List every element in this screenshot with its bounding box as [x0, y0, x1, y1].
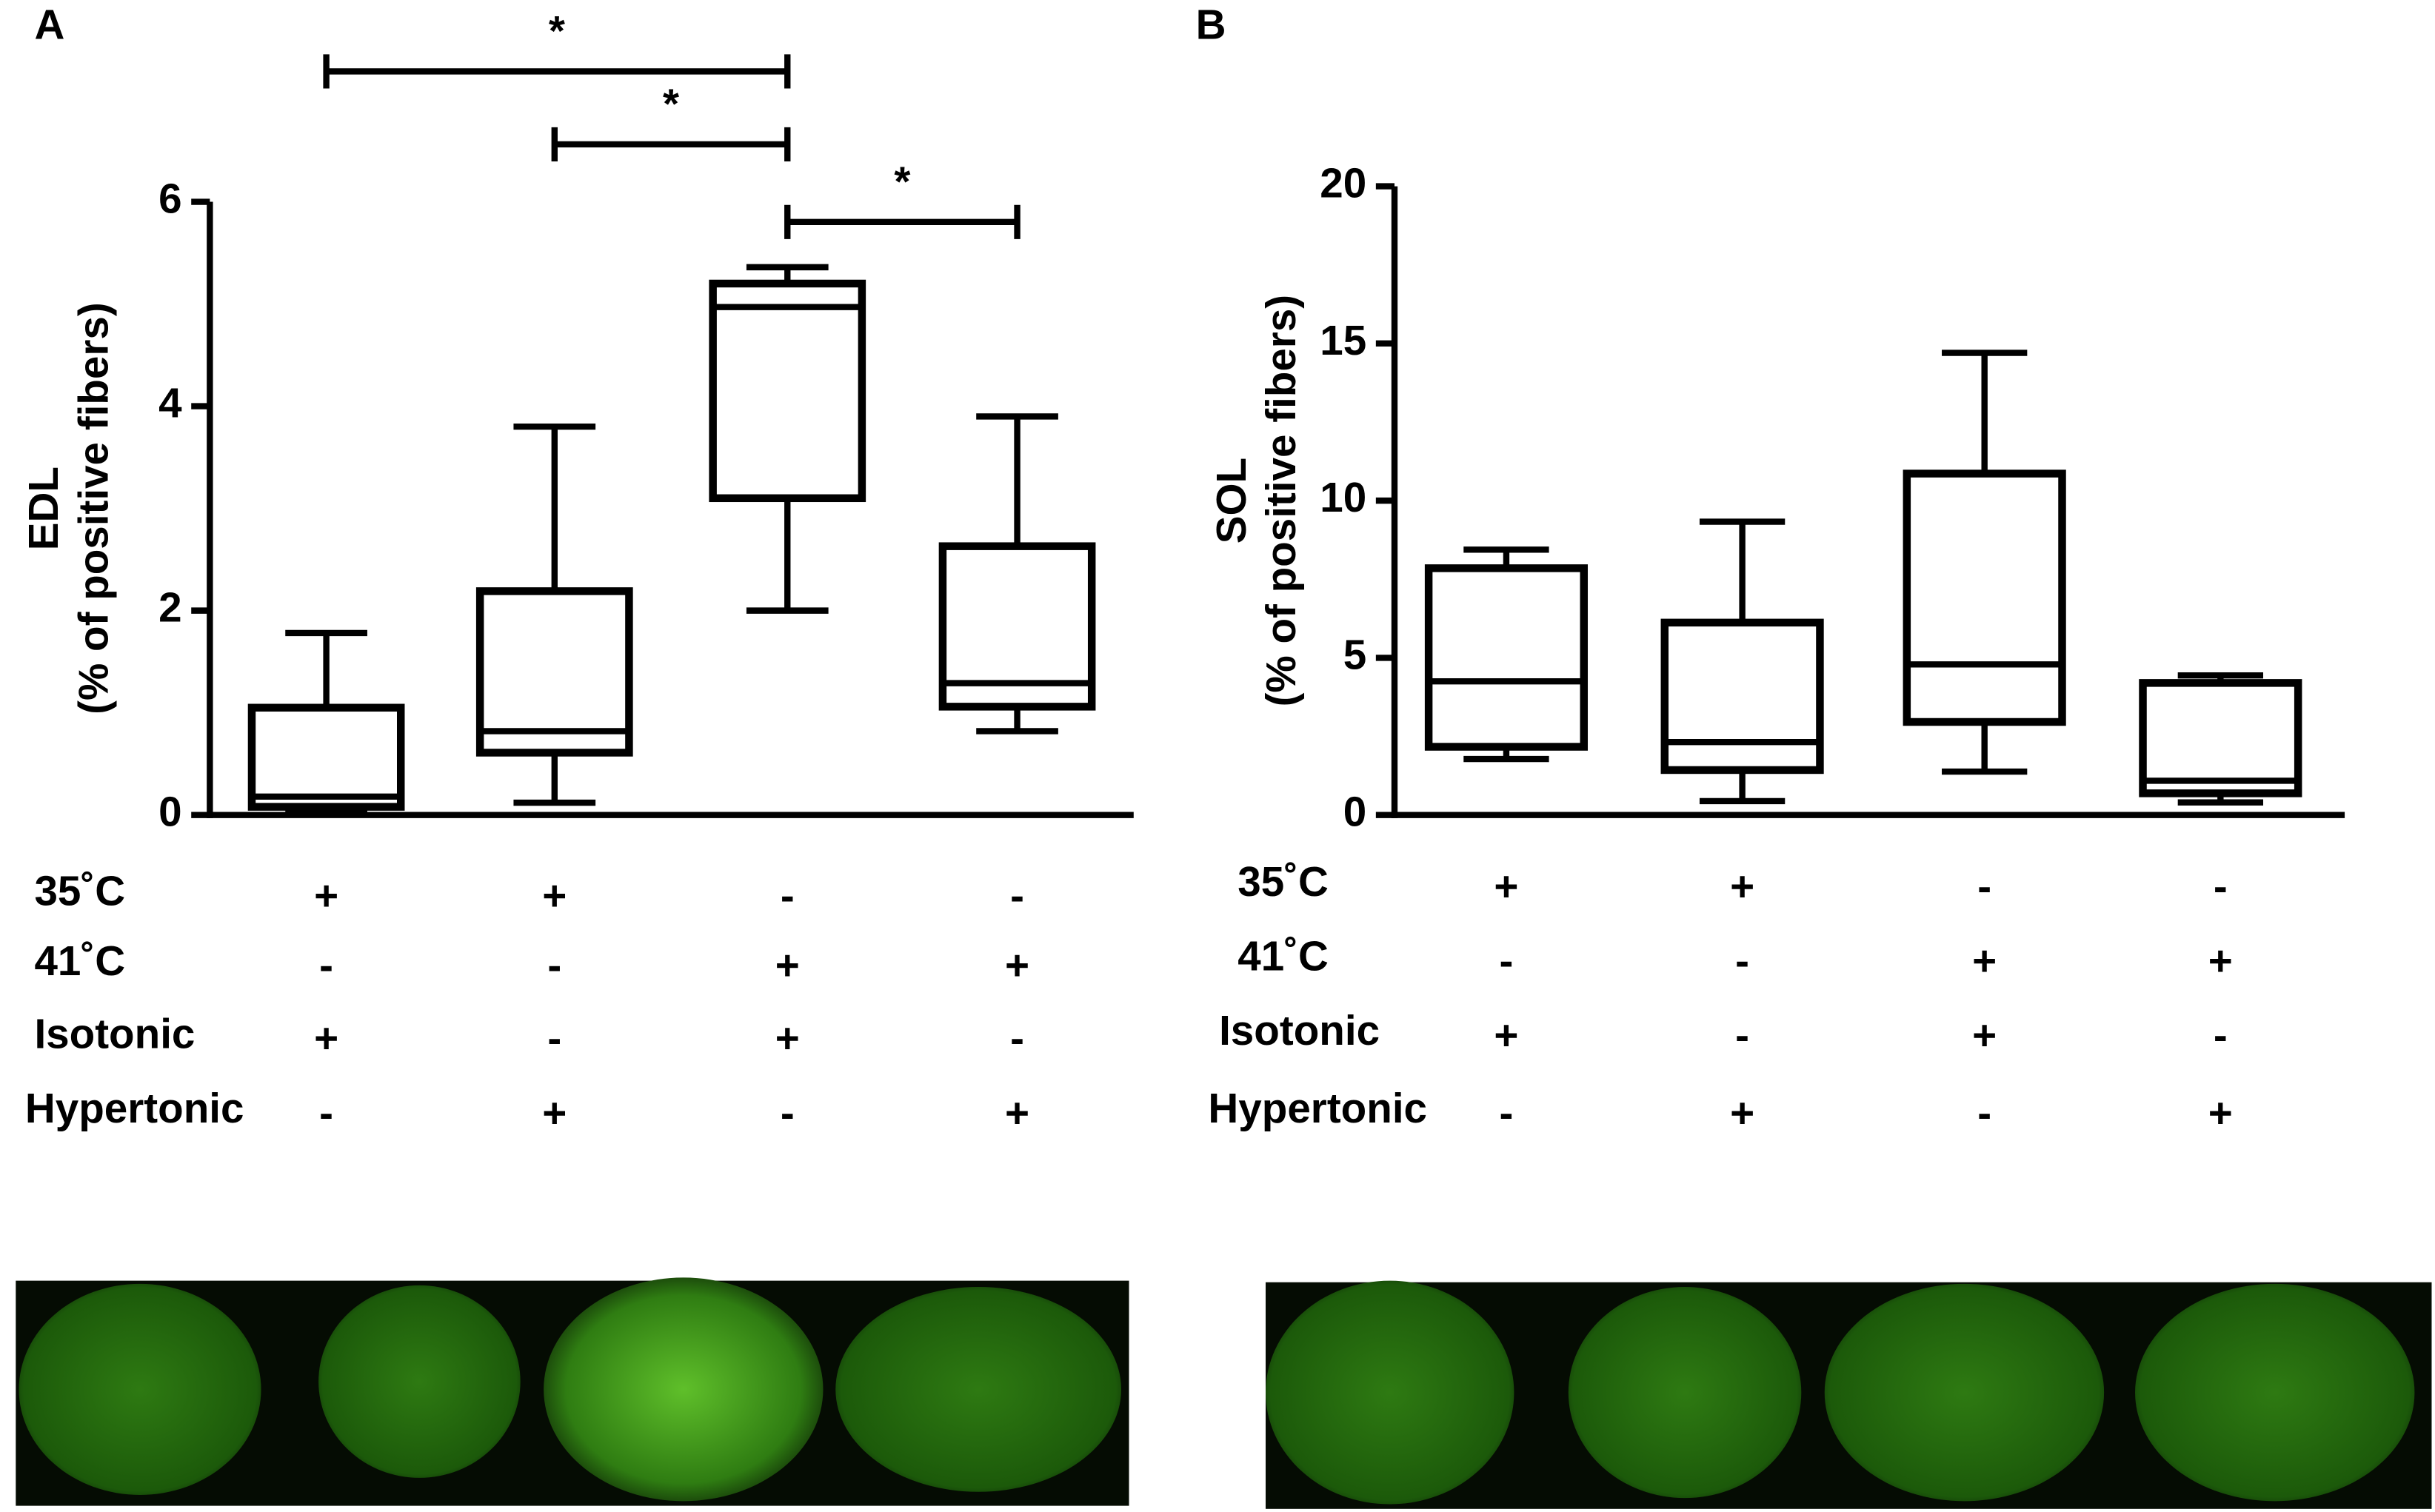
condition-value: +	[542, 1089, 567, 1136]
condition-value: -	[1977, 863, 1991, 909]
box	[2139, 679, 2302, 797]
y-tick-label: 4	[158, 380, 182, 426]
y-tick-label: 20	[1320, 160, 1366, 207]
condition-label: Hypertonic	[1208, 1085, 1427, 1131]
y-tick-label: 5	[1343, 631, 1366, 678]
y-tick-label: 10	[1320, 474, 1366, 521]
condition-label: 41˚C	[34, 937, 125, 984]
y-tick-label: 0	[1343, 789, 1366, 835]
condition-value: +	[775, 942, 800, 989]
condition-value: +	[314, 1015, 338, 1062]
condition-label: Isotonic	[1219, 1007, 1380, 1054]
significance-label: *	[549, 7, 565, 54]
box	[709, 279, 866, 503]
y-tick-label: 2	[158, 584, 181, 631]
condition-value: -	[1735, 937, 1749, 984]
condition-value: +	[1730, 1089, 1754, 1136]
panel-label: B	[1196, 1, 1226, 48]
significance-label: *	[663, 81, 679, 127]
condition-value: -	[547, 1015, 561, 1062]
condition-value: -	[319, 942, 333, 989]
y-axis-label: (% of positive fibers)	[1257, 295, 1304, 707]
condition-value: -	[1010, 872, 1024, 919]
condition-value: +	[1494, 863, 1518, 909]
condition-value: -	[1500, 937, 1514, 984]
condition-value: -	[781, 872, 795, 919]
condition-label: Hypertonic	[25, 1085, 244, 1131]
condition-value: -	[1010, 1015, 1024, 1062]
y-axis-label: SOL	[1208, 458, 1255, 543]
condition-label: 35˚C	[1237, 858, 1329, 905]
condition-value: +	[1494, 1012, 1518, 1059]
condition-value: +	[775, 1015, 800, 1062]
micrographs-b	[1265, 1280, 2432, 1509]
box	[247, 703, 405, 811]
y-tick-label: 6	[158, 175, 181, 221]
box	[938, 542, 1096, 711]
y-tick-label: 15	[1320, 317, 1366, 364]
condition-value: +	[1005, 1089, 1029, 1136]
box	[1903, 469, 2066, 726]
condition-value: +	[1730, 863, 1754, 909]
condition-value: -	[2214, 1012, 2228, 1059]
condition-value: +	[542, 872, 567, 919]
condition-value: +	[314, 872, 338, 919]
condition-label: Isotonic	[34, 1010, 195, 1057]
box	[1660, 618, 1824, 775]
condition-label: 41˚C	[1237, 933, 1329, 980]
condition-value: -	[319, 1089, 333, 1136]
condition-value: -	[1735, 1012, 1749, 1059]
condition-value: +	[2208, 937, 2233, 984]
condition-value: +	[1972, 937, 1997, 984]
condition-value: -	[2214, 863, 2228, 909]
condition-value: +	[1972, 1012, 1997, 1059]
condition-value: -	[1500, 1089, 1514, 1136]
box	[1424, 564, 1589, 751]
condition-value: -	[1977, 1089, 1991, 1136]
condition-value: +	[1005, 942, 1029, 989]
y-axis-label: (% of positive fibers)	[70, 302, 116, 715]
significance-label: *	[894, 158, 910, 204]
condition-value: -	[547, 942, 561, 989]
condition-value: -	[781, 1089, 795, 1136]
condition-value: +	[2208, 1089, 2233, 1136]
panel-label: A	[34, 1, 64, 48]
condition-label: 35˚C	[34, 868, 125, 914]
micrographs-a	[16, 1277, 1129, 1506]
box	[475, 587, 633, 757]
y-axis-label: EDL	[20, 466, 67, 550]
y-tick-label: 0	[158, 789, 181, 835]
